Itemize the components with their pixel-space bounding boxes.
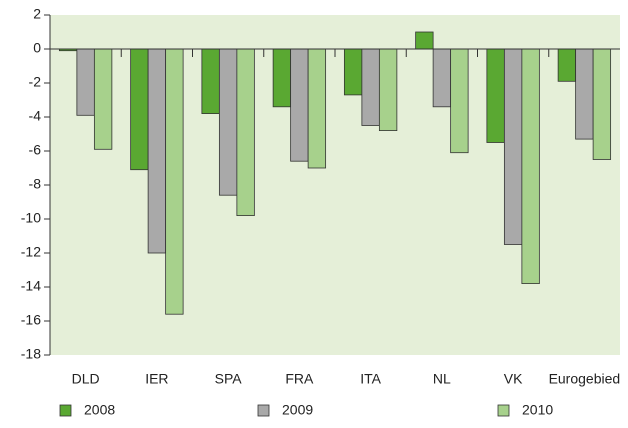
legend-label: 2009 (282, 402, 313, 418)
bar (343, 48, 363, 96)
bar (236, 48, 255, 217)
y-tick-label: -10 (21, 210, 41, 226)
bar (361, 48, 380, 126)
x-tick-label: FRA (285, 371, 314, 387)
y-tick-label: 0 (33, 40, 41, 56)
y-tick-label: -8 (29, 176, 42, 192)
bar (130, 48, 149, 171)
legend-swatch (497, 404, 510, 417)
bar (378, 48, 398, 131)
bar (76, 48, 95, 116)
x-tick-label: NL (433, 371, 451, 387)
x-tick-label: SPA (215, 371, 243, 387)
y-tick-label: -6 (29, 142, 42, 158)
y-tick-label: -14 (21, 278, 41, 294)
x-tick-label: VK (504, 371, 523, 387)
x-tick-label: IER (145, 371, 168, 387)
bar (557, 48, 577, 82)
x-tick-label: ITA (360, 371, 381, 387)
bar (503, 48, 523, 245)
bar (290, 48, 309, 162)
bar (592, 48, 612, 160)
bar (432, 48, 452, 108)
y-tick-label: -18 (21, 346, 41, 362)
y-tick-label: -12 (21, 244, 41, 260)
y-tick-label: 2 (33, 6, 41, 22)
x-tick-label: DLD (72, 371, 100, 387)
bar (272, 48, 292, 108)
bar (218, 48, 238, 196)
bar (521, 48, 540, 285)
bar (307, 48, 327, 169)
legend-label: 2008 (84, 402, 115, 418)
y-tick-label: -4 (29, 108, 42, 124)
bar (201, 48, 220, 114)
bar (450, 48, 469, 154)
bar (147, 48, 167, 254)
bar (486, 48, 505, 143)
x-tick-label: Eurogebied (549, 371, 621, 387)
legend-swatch (257, 404, 270, 417)
legend-label: 2010 (522, 402, 553, 418)
legend-swatch (59, 404, 72, 417)
y-tick-label: -16 (21, 312, 41, 328)
bar (93, 48, 113, 150)
bar (575, 48, 594, 140)
bar (415, 31, 434, 50)
y-tick-label: -2 (29, 74, 42, 90)
bar (165, 48, 184, 315)
